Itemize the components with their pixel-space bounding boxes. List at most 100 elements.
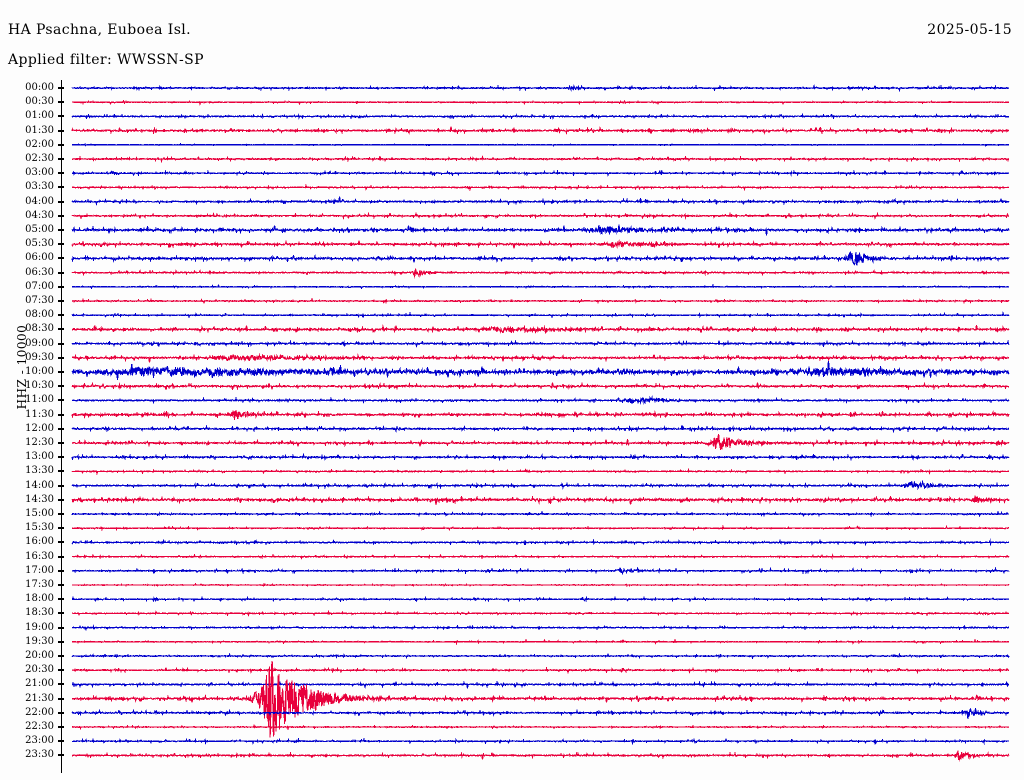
seismogram-trace [71, 660, 1010, 738]
axis-tick [58, 697, 64, 700]
time-tick-label: 20:30 [25, 664, 54, 676]
axis-tick [58, 484, 64, 487]
seismogram-trace [71, 624, 1010, 632]
time-tick-label: 14:30 [25, 493, 54, 505]
time-tick-label: 11:30 [25, 408, 54, 420]
time-tick-label: 22:30 [25, 721, 54, 732]
axis-tick [58, 569, 64, 572]
time-tick-label: 10:00 [25, 366, 54, 377]
time-tick-label: 09:30 [25, 351, 54, 363]
seismogram-trace [71, 112, 1010, 121]
time-tick-label: 08:00 [25, 309, 54, 321]
time-tick-label: 09:00 [25, 337, 54, 349]
seismogram-trace [72, 524, 1010, 532]
axis-tick [58, 356, 64, 359]
axis-tick [58, 129, 64, 132]
seismogram-trace [71, 538, 1010, 547]
time-tick-label: 06:30 [25, 266, 54, 278]
seismogram-trace [71, 680, 1010, 689]
axis-tick [58, 285, 64, 288]
seismogram-trace [71, 666, 1010, 675]
axis-tick [58, 598, 64, 601]
time-tick-label: 15:00 [25, 508, 54, 519]
seismogram-trace [71, 582, 1010, 588]
time-tick-label: 22:00 [25, 706, 54, 718]
axis-tick [58, 612, 64, 615]
axis-tick [58, 328, 64, 331]
date-label: 2025-05-15 [927, 22, 1012, 38]
seismogram-trace [71, 239, 1010, 249]
seismogram-trace [71, 707, 1010, 719]
seismogram-trace [71, 324, 1010, 335]
time-tick-label: 07:00 [25, 280, 54, 292]
time-tick-label: 07:30 [25, 295, 54, 306]
seismogram-trace [71, 750, 1010, 762]
seismogram-trace [71, 196, 1010, 207]
time-tick-label: 02:00 [25, 138, 54, 150]
seismogram-trace [71, 83, 1009, 93]
time-tick-label: 19:00 [25, 621, 54, 633]
seismogram-trace [71, 652, 1010, 660]
time-tick-label: 18:30 [25, 607, 54, 619]
seismogram-trace [71, 251, 1010, 266]
time-tick-label: 11:00 [25, 394, 54, 406]
axis-tick [58, 640, 64, 643]
time-tick-label: 14:00 [25, 479, 54, 491]
time-tick-label: 17:00 [25, 564, 54, 576]
axis-tick [58, 669, 64, 672]
time-tick-label: 16:00 [25, 536, 54, 548]
seismogram-trace [71, 154, 1010, 164]
seismogram-trace [71, 224, 1010, 236]
seismogram-trace [71, 638, 1010, 646]
time-tick-label: 04:30 [25, 209, 54, 221]
axis-tick [58, 200, 64, 203]
seismogram-trace [71, 125, 1010, 135]
axis-tick [58, 413, 64, 416]
seismogram-trace [71, 409, 1010, 420]
axis-tick [58, 442, 64, 444]
seismogram-trace [72, 353, 1010, 363]
time-tick-label: 05:30 [25, 238, 54, 250]
axis-tick [58, 470, 64, 473]
seismogram-trace [72, 553, 1010, 561]
time-tick-label: 15:30 [25, 522, 54, 534]
axis-tick [58, 214, 64, 217]
seismogram-trace [71, 479, 1010, 491]
axis-tick [58, 229, 64, 231]
time-tick-label: 10:30 [25, 380, 54, 392]
seismogram-trace [71, 433, 1010, 450]
time-tick-label: 16:30 [25, 550, 54, 562]
seismogram-trace [71, 510, 1010, 518]
seismogram-trace [71, 142, 1010, 147]
axis-tick [58, 271, 64, 274]
axis-tick [58, 683, 64, 686]
axis-tick [58, 726, 64, 728]
filter-label: Applied filter: WWSSN-SP [8, 52, 204, 68]
time-tick-label: 21:00 [25, 678, 54, 690]
axis-tick [58, 172, 64, 175]
time-tick-label: 00:30 [25, 96, 54, 108]
time-tick-label: 13:00 [25, 451, 54, 463]
axis-tick [58, 513, 64, 515]
axis-tick [58, 300, 64, 302]
axis-tick [58, 143, 64, 146]
seismogram-trace [72, 609, 1010, 618]
axis-tick [58, 740, 64, 743]
time-tick-label: 21:30 [25, 692, 54, 704]
seismogram-trace [71, 724, 1010, 731]
axis-tick [58, 498, 64, 501]
axis-tick [58, 655, 64, 657]
time-tick-label: 03:00 [25, 167, 54, 179]
axis-tick [58, 342, 64, 345]
seismogram-trace [71, 169, 1010, 178]
seismogram-trace [72, 183, 1010, 192]
time-tick-label: 05:00 [25, 224, 54, 235]
axis-tick [58, 243, 64, 246]
axis-tick [58, 257, 64, 260]
seismogram-trace [71, 211, 1010, 221]
seismogram-trace [71, 311, 1010, 319]
seismogram-trace [71, 339, 1010, 349]
time-tick-label: 12:30 [25, 437, 54, 448]
seismogram-trace [71, 297, 1010, 305]
time-tick-label: 17:30 [25, 579, 54, 590]
